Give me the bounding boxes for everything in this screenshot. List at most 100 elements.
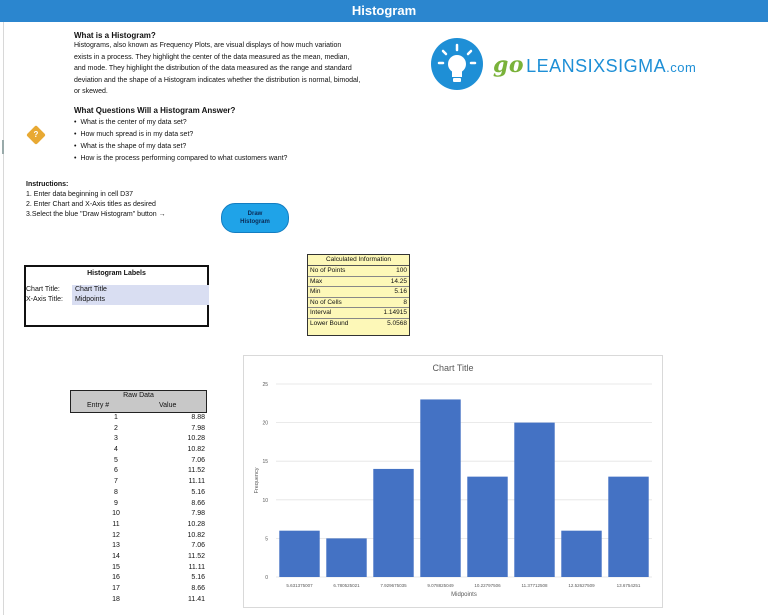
entry-cell[interactable]: 5	[114, 456, 118, 464]
value-cell[interactable]: 11.52	[188, 467, 205, 475]
calc-row: Lower Bound 5.0568	[308, 319, 409, 329]
y-tick-label: 15	[262, 459, 268, 465]
histogram-bar[interactable]	[514, 422, 555, 577]
table-row: 10 7.98	[70, 509, 207, 520]
entry-cell[interactable]: 6	[114, 467, 118, 475]
draw-button-label: Draw	[247, 211, 263, 217]
xaxis-title-row: X-Axis Title: Midpoints	[26, 295, 209, 305]
entry-cell[interactable]: 2	[114, 424, 118, 432]
questions-list: What is the center of my data set? How m…	[74, 117, 374, 165]
calc-value: 100	[396, 267, 407, 274]
histogram-chart[interactable]: Chart Title 0 5 10 15 20 25 5.631375007 6.780525…	[243, 355, 663, 608]
y-tick-label: 20	[262, 421, 268, 427]
instructions-section: Instructions: 1. Enter data beginning in…	[26, 180, 166, 220]
entry-cell[interactable]: 15	[112, 563, 120, 571]
x-tick-label: 11.37712508	[522, 583, 548, 588]
value-cell[interactable]: 7.98	[191, 510, 205, 518]
entry-cell[interactable]: 4	[114, 446, 118, 454]
instruction-step: 1. Enter data beginning in cell D37	[26, 191, 134, 198]
calc-key: Max	[310, 277, 323, 285]
histogram-bar[interactable]	[420, 399, 461, 577]
table-row: 4 10.82	[70, 445, 207, 456]
calc-value: 5.0568	[387, 319, 407, 327]
instructions-heading: Instructions:	[26, 181, 69, 188]
calc-row: No of Points 100	[308, 266, 409, 277]
calc-value: 5.16	[394, 288, 407, 296]
calc-value: 14.25	[390, 277, 407, 285]
value-cell[interactable]: 11.41	[188, 595, 205, 603]
table-row: 7 11.11	[70, 477, 207, 488]
entry-cell[interactable]: 8	[114, 488, 118, 496]
histogram-bar[interactable]	[608, 476, 649, 577]
value-cell[interactable]: 11.11	[188, 563, 205, 571]
entry-cell[interactable]: 18	[112, 595, 120, 603]
entry-cell[interactable]: 10	[112, 510, 120, 518]
draw-histogram-button[interactable]: Draw Histogram	[221, 203, 289, 233]
intro-line: deviation and the shape of a Histogram i…	[74, 76, 361, 84]
entry-cell[interactable]: 13	[112, 542, 120, 550]
value-cell[interactable]: 11.11	[188, 478, 205, 486]
x-tick-label: 6.780525021	[333, 583, 360, 588]
brand-text: go LEANSIXSIGMA.com	[493, 52, 696, 78]
intro-line: exists in a process. They highlight the …	[74, 53, 350, 61]
raw-data-title: Raw Data	[123, 392, 154, 399]
value-cell[interactable]: 7.06	[191, 542, 205, 550]
raw-data-table: Raw Data Entry # Value 1 8.88 2 7.98 3 10.28 4…	[70, 390, 207, 605]
table-row: 18 11.41	[70, 595, 207, 606]
table-row: 16 5.16	[70, 573, 207, 584]
calc-key: No of Cells	[310, 298, 342, 306]
instruction-step: 3.Select the blue "Draw Histogram" butto…	[26, 211, 166, 218]
raw-data-rows: 1 8.88 2 7.98 3 10.28 4 10.82 5 7.06 6 11.52 7 11.11 8…	[70, 413, 207, 605]
question-item: How is the process performing compared t…	[74, 153, 374, 165]
value-cell[interactable]: 5.16	[191, 574, 205, 582]
table-row: 9 8.66	[70, 499, 207, 510]
table-row: 13 7.06	[70, 541, 207, 552]
table-row: 2 7.98	[70, 424, 207, 435]
col-value: Value	[159, 402, 177, 409]
calc-row: Min 5.16	[308, 287, 409, 298]
questions-heading: What Questions Will a Histogram Answer?	[74, 106, 236, 115]
entry-cell[interactable]: 17	[112, 585, 120, 592]
entry-cell[interactable]: 11	[112, 520, 120, 528]
xaxis-title-input[interactable]: Midpoints	[72, 295, 209, 305]
entry-cell[interactable]: 3	[114, 435, 118, 443]
entry-cell[interactable]: 1	[114, 414, 118, 421]
value-cell[interactable]: 7.98	[191, 424, 205, 432]
left-border	[3, 22, 4, 615]
chart-title-input[interactable]: Chart Title	[72, 285, 209, 295]
table-row: 3 10.28	[70, 434, 207, 445]
entry-cell[interactable]: 9	[114, 499, 118, 507]
histogram-bar[interactable]	[326, 538, 367, 577]
xaxis-title-label: X-Axis Title:	[26, 296, 63, 303]
y-axis-title: Frequency	[254, 467, 260, 493]
histogram-bar[interactable]	[467, 476, 508, 577]
value-cell[interactable]: 11.52	[188, 552, 205, 560]
value-cell[interactable]: 8.88	[191, 414, 205, 421]
chart-title-label: Chart Title:	[26, 286, 60, 293]
value-cell[interactable]: 10.82	[187, 446, 205, 454]
question-item: How much spread is in my data set?	[74, 129, 374, 141]
value-cell[interactable]: 8.66	[191, 585, 205, 592]
table-row: 12 10.82	[70, 531, 207, 542]
histogram-bar[interactable]	[373, 468, 414, 577]
x-tick-label: 12.52627509	[568, 583, 595, 588]
histogram-bar[interactable]	[279, 530, 320, 577]
value-cell[interactable]: 8.66	[191, 499, 205, 507]
draw-button-label: Histogram	[240, 219, 270, 225]
calc-row: No of Cells 8	[308, 298, 409, 309]
chart-title-row: Chart Title: Chart Title	[26, 285, 209, 295]
histogram-bar[interactable]	[561, 530, 602, 577]
chart-canvas: Chart Title 0 5 10 15 20 25 5.631375007 6.780525…	[254, 363, 652, 598]
value-cell[interactable]: 7.06	[191, 456, 205, 464]
calc-key: Min	[310, 288, 321, 296]
value-cell[interactable]: 10.28	[187, 520, 205, 528]
entry-cell[interactable]: 14	[112, 552, 120, 560]
value-cell[interactable]: 5.16	[191, 488, 205, 496]
value-cell[interactable]: 10.82	[187, 531, 205, 539]
entry-cell[interactable]: 12	[112, 531, 120, 539]
value-cell[interactable]: 10.28	[187, 435, 205, 443]
entry-cell[interactable]: 7	[114, 478, 118, 486]
x-axis-title: Midpoints	[451, 592, 477, 598]
entry-cell[interactable]: 16	[112, 574, 120, 582]
y-tick-label: 25	[262, 382, 268, 388]
